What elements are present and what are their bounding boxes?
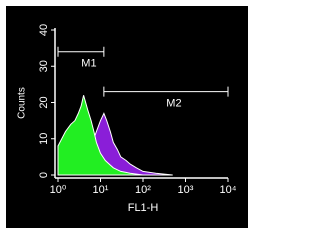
y-tick-label: 40 [38,24,50,36]
y-tick-label: 30 [38,60,50,72]
chart: FL1-H Counts 0 10 20 30 40 10⁰ 10¹ 10² 10³ 10⁴ M1 M… [6,6,248,228]
x-tick-label: 10⁰ [50,184,67,196]
y-tick-label: 10 [38,133,50,145]
x-tick-label: 10¹ [93,184,109,196]
marker-label: M2 [166,98,181,110]
marker-label: M1 [81,58,96,70]
x-tick-label: 10² [135,184,151,196]
panel [6,6,248,228]
x-tick-label: 10⁴ [220,184,237,196]
y-tick-label: 20 [38,96,50,108]
histogram-area [57,95,144,176]
y-tick-label: 0 [38,172,50,178]
x-axis-label: FL1-H [128,202,159,214]
y-axis-label: Counts [17,87,28,119]
x-tick-label: 10³ [178,184,194,196]
